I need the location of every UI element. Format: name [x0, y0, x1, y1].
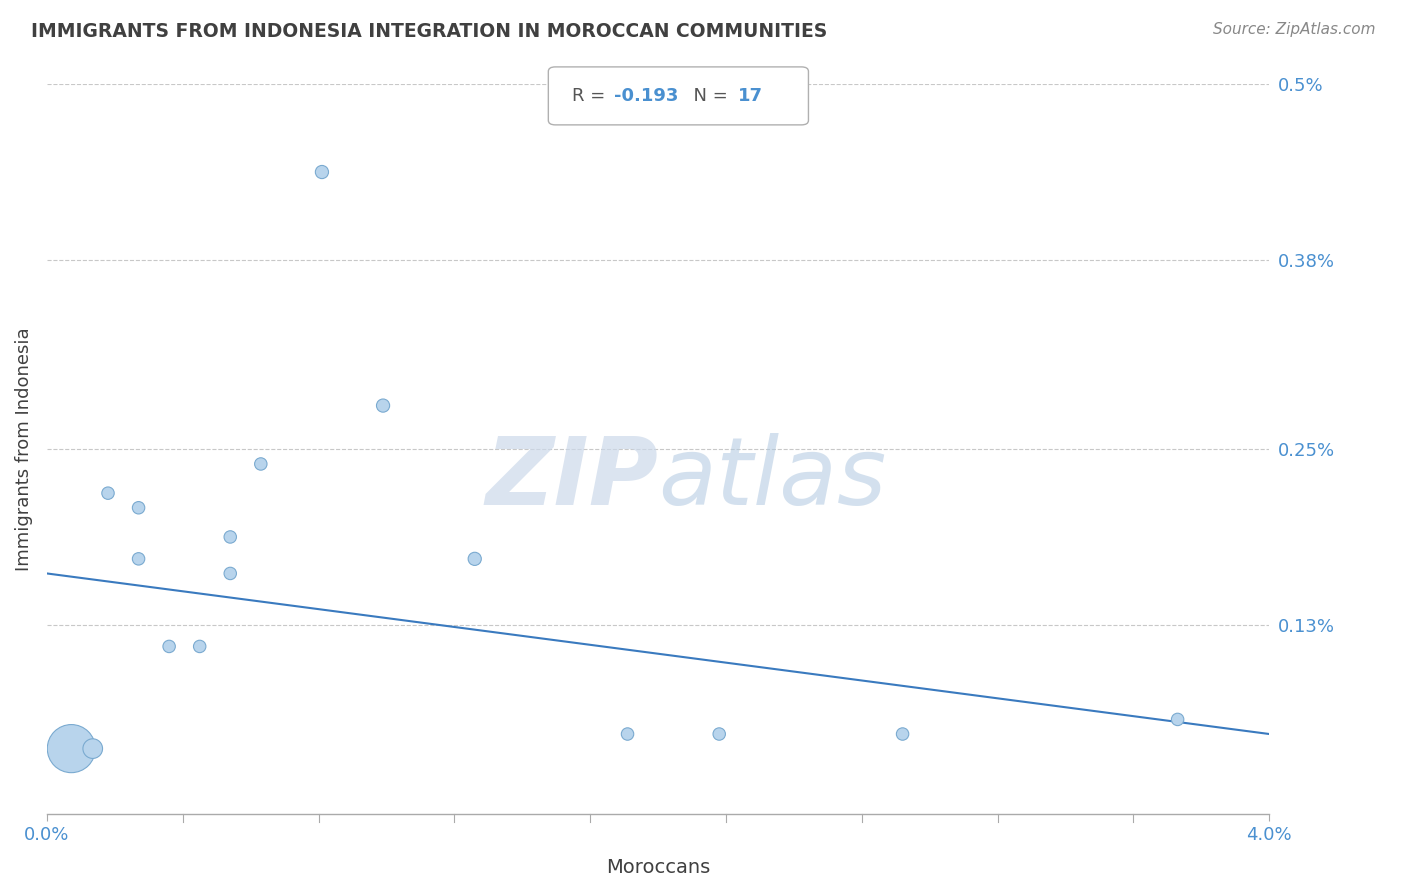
Point	[188, 640, 211, 654]
Point	[157, 640, 180, 654]
Point	[464, 552, 486, 566]
Y-axis label: Immigrants from Indonesia: Immigrants from Indonesia	[15, 327, 32, 571]
Point	[371, 399, 394, 413]
Text: Source: ZipAtlas.com: Source: ZipAtlas.com	[1212, 22, 1375, 37]
X-axis label: Moroccans: Moroccans	[606, 858, 710, 877]
Point	[249, 457, 271, 471]
Point	[128, 552, 150, 566]
Point	[616, 727, 638, 741]
Point	[709, 727, 731, 741]
Point	[97, 486, 120, 500]
Text: 17: 17	[738, 87, 763, 105]
Point	[891, 727, 914, 741]
Text: atlas: atlas	[658, 434, 886, 524]
Point	[60, 741, 83, 756]
Point	[219, 530, 242, 544]
Text: ZIP: ZIP	[485, 433, 658, 524]
Point	[311, 165, 333, 179]
Point	[219, 566, 242, 581]
Point	[1167, 713, 1189, 727]
Point	[128, 500, 150, 515]
Text: IMMIGRANTS FROM INDONESIA INTEGRATION IN MOROCCAN COMMUNITIES: IMMIGRANTS FROM INDONESIA INTEGRATION IN…	[31, 22, 827, 41]
Text: -0.193: -0.193	[614, 87, 679, 105]
Text: R =: R =	[572, 87, 612, 105]
Text: N =: N =	[682, 87, 734, 105]
Point	[82, 741, 104, 756]
